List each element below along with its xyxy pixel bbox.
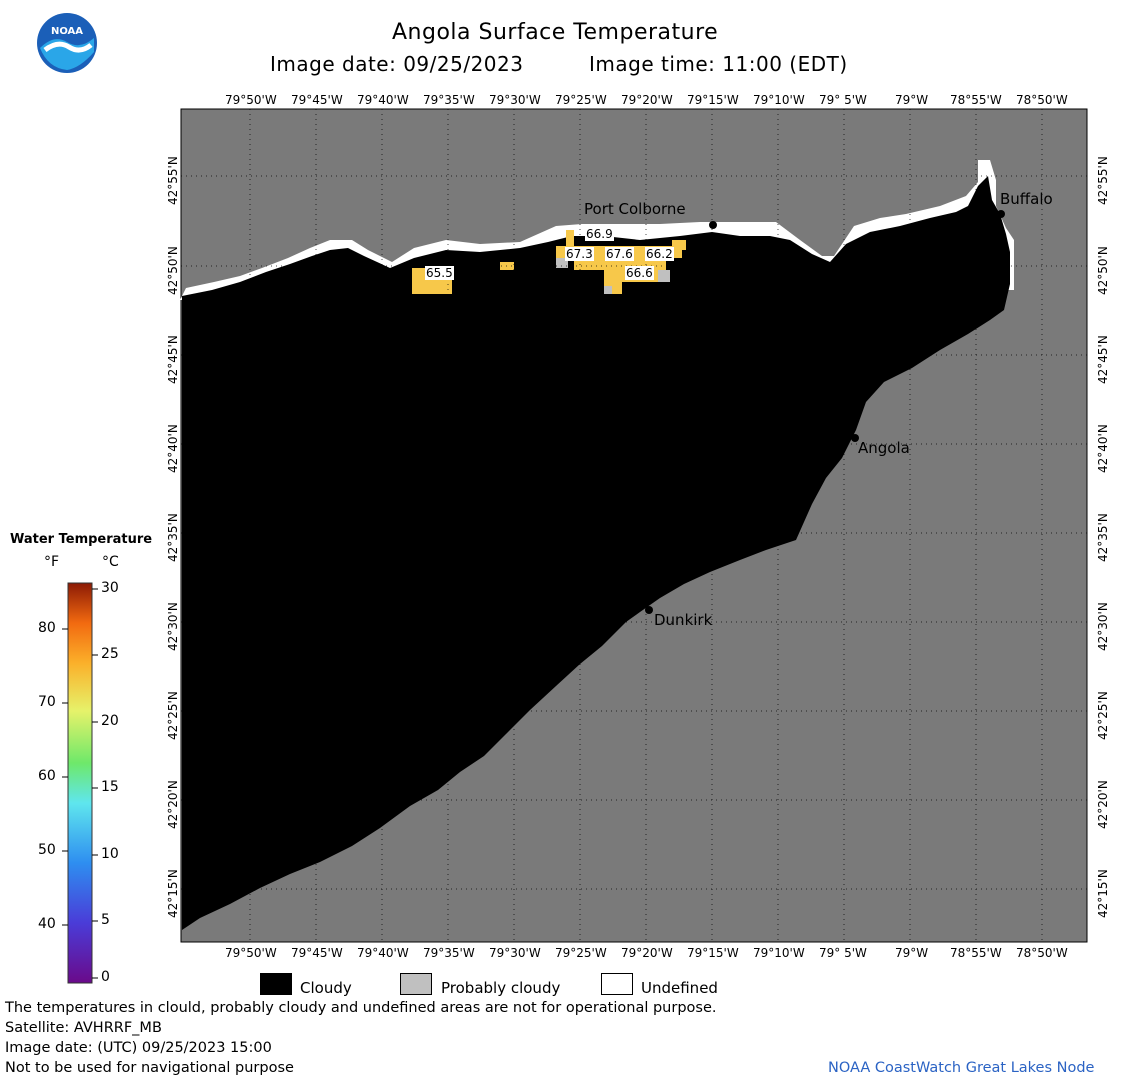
nav-warning-text: Not to be used for navigational purpose	[5, 1060, 294, 1076]
legend-swatch-probably-cloudy	[400, 973, 432, 995]
coastwatch-node-link[interactable]: NOAA CoastWatch Great Lakes Node	[828, 1060, 1095, 1076]
colorbar-ticks	[62, 588, 98, 979]
legend-swatch-cloudy	[260, 973, 292, 995]
lon-label: 79°15'W	[687, 946, 739, 960]
lat-label: 42°30'N	[166, 602, 180, 651]
city-label-buffalo: Buffalo	[1000, 190, 1053, 208]
colorbar-tick-c: 0	[101, 969, 110, 985]
colorbar-tick-c: 5	[101, 912, 110, 928]
colorbar-tick-c: 15	[101, 779, 119, 795]
lon-label: 79°10'W	[753, 93, 805, 107]
cloudy-lake	[182, 176, 1010, 930]
legend-label-probably-cloudy: Probably cloudy	[441, 979, 561, 997]
legend-swatch-undefined	[601, 973, 633, 995]
noaa-logo-text: NOAA	[51, 26, 83, 37]
temp-reading: 67.3	[565, 247, 594, 261]
satellite-text: Satellite: AVHRRF_MB	[5, 1020, 162, 1036]
lon-label: 79°35'W	[423, 946, 475, 960]
lon-label: 78°50'W	[1016, 93, 1068, 107]
image-date: Image date: 09/25/2023	[270, 52, 524, 76]
probably-cloudy-pixels	[556, 258, 670, 294]
legend-label-undefined: Undefined	[641, 979, 718, 997]
colorbar-tick-f: 60	[38, 768, 56, 784]
colorbar-tick-f: 80	[38, 620, 56, 636]
lat-label: 42°55'N	[166, 156, 180, 205]
lat-label: 42°20'N	[166, 780, 180, 829]
map-title: Angola Surface Temperature	[392, 20, 719, 45]
lat-label: 42°40'N	[1096, 424, 1110, 473]
lat-label: 42°25'N	[166, 691, 180, 740]
lon-label: 78°50'W	[1016, 946, 1068, 960]
city-label-dunkirk: Dunkirk	[654, 611, 713, 629]
dunkirk-marker	[645, 606, 653, 614]
lon-label: 79°35'W	[423, 93, 475, 107]
lon-label: 78°55'W	[950, 93, 1002, 107]
lat-label: 42°25'N	[1096, 691, 1110, 740]
lat-label: 42°40'N	[166, 424, 180, 473]
lat-label: 42°55'N	[1096, 156, 1110, 205]
lat-label: 42°15'N	[1096, 869, 1110, 918]
colorbar-tick-f: 50	[38, 842, 56, 858]
image-time: Image time: 11:00 (EDT)	[589, 52, 848, 76]
colorbar-title: Water Temperature	[10, 532, 153, 547]
lat-label: 42°45'N	[166, 335, 180, 384]
lat-label: 42°35'N	[166, 513, 180, 562]
lat-label: 42°20'N	[1096, 780, 1110, 829]
port-colborne-marker	[709, 221, 717, 229]
graticule	[181, 109, 1087, 942]
lon-label: 79°40'W	[357, 946, 409, 960]
lon-label: 78°55'W	[950, 946, 1002, 960]
lon-label: 79°20'W	[621, 946, 673, 960]
lon-label: 79° 5'W	[819, 946, 867, 960]
lon-label: 79°50'W	[225, 93, 277, 107]
colorbar-tick-c: 20	[101, 713, 119, 729]
lat-label: 42°50'N	[1096, 246, 1110, 295]
legend-label-cloudy: Cloudy	[300, 979, 352, 997]
buffalo-marker	[997, 210, 1005, 218]
temp-reading: 66.6	[625, 266, 654, 280]
colorbar-unit-c: °C	[102, 554, 119, 570]
lon-label: 79°W	[895, 946, 929, 960]
lon-label: 79°30'W	[489, 946, 541, 960]
temp-reading: 67.6	[605, 247, 634, 261]
temp-reading: 65.5	[425, 266, 454, 280]
lon-label: 79° 5'W	[819, 93, 867, 107]
lat-label: 42°30'N	[1096, 602, 1110, 651]
colorbar-tick-c: 10	[101, 846, 119, 862]
lat-label: 42°35'N	[1096, 513, 1110, 562]
colorbar-tick-f: 70	[38, 694, 56, 710]
disclaimer-text: The temperatures in clould, probably clo…	[5, 1000, 717, 1016]
lon-label: 79°20'W	[621, 93, 673, 107]
lon-label: 79°45'W	[291, 93, 343, 107]
city-label-port-colborne: Port Colborne	[584, 200, 686, 218]
colorbar-tick-c: 30	[101, 580, 119, 596]
lon-label: 79°25'W	[555, 93, 607, 107]
angola-marker	[851, 434, 859, 442]
lat-label: 42°15'N	[166, 869, 180, 918]
utc-date-text: Image date: (UTC) 09/25/2023 15:00	[5, 1040, 272, 1056]
lat-label: 42°50'N	[166, 246, 180, 295]
temp-reading: 66.9	[585, 227, 614, 241]
lon-label: 79°10'W	[753, 946, 805, 960]
colorbar-tick-f: 40	[38, 916, 56, 932]
temp-reading: 66.2	[645, 247, 674, 261]
city-label-angola: Angola	[858, 439, 910, 457]
lon-label: 79°45'W	[291, 946, 343, 960]
lon-label: 79°15'W	[687, 93, 739, 107]
lon-label: 79°W	[895, 93, 929, 107]
lon-label: 79°30'W	[489, 93, 541, 107]
noaa-logo-icon: NOAA	[36, 12, 98, 74]
lon-label: 79°40'W	[357, 93, 409, 107]
lon-label: 79°25'W	[555, 946, 607, 960]
colorbar-unit-f: °F	[44, 554, 60, 570]
lon-label: 79°50'W	[225, 946, 277, 960]
lat-label: 42°45'N	[1096, 335, 1110, 384]
colorbar-tick-c: 25	[101, 646, 119, 662]
colorbar	[67, 582, 93, 984]
